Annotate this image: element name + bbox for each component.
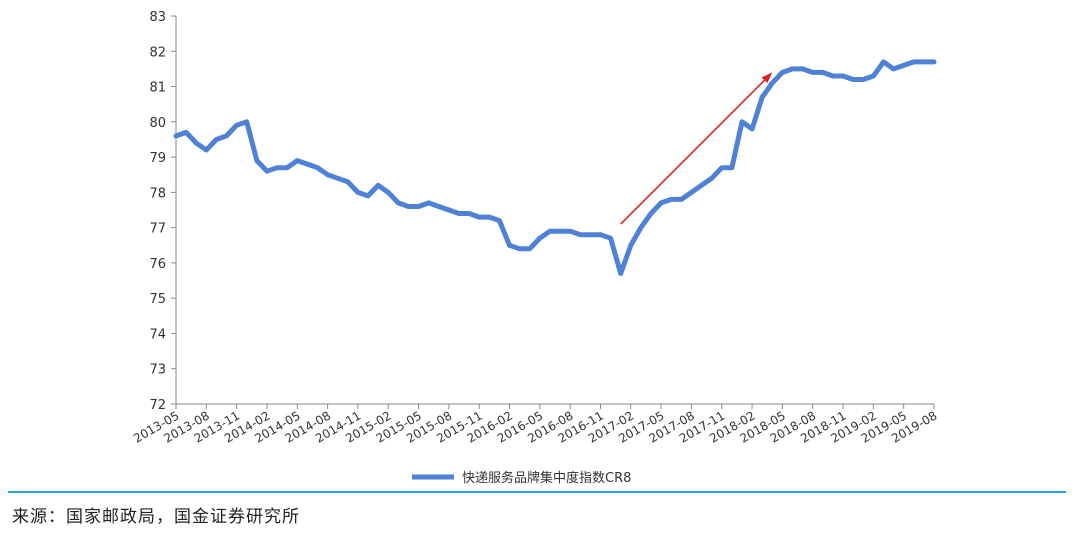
x-axis: 2013-052013-082013-112014-022014-052014-… [131, 403, 940, 446]
y-axis: 72 73 74 75 76 77 78 79 80 81 82 83 [149, 10, 177, 413]
y-tick-label: 77 [149, 222, 166, 237]
y-tick-label: 75 [149, 292, 166, 307]
y-tick-label: 81 [149, 81, 166, 96]
y-tick-label: 80 [149, 116, 166, 131]
series-line [173, 59, 937, 276]
y-tick-label: 82 [149, 45, 166, 60]
y-tick-label: 73 [149, 363, 166, 378]
source-note: 来源：国家邮政局，国金证券研究所 [12, 507, 300, 527]
legend-label: 快递服务品牌集中度指数CR8 [462, 470, 631, 486]
trend-arrow [620, 72, 773, 225]
trend-arrow-head [761, 72, 773, 84]
trend-arrow-shaft [620, 79, 766, 225]
line-chart: 72 73 74 75 76 77 78 79 80 81 82 83 2013-052013-082… [8, 10, 1066, 493]
legend: 快递服务品牌集中度指数CR8 [412, 470, 631, 486]
y-tick-label: 72 [149, 398, 166, 413]
y-tick-label: 83 [149, 10, 166, 25]
plot-area [173, 59, 937, 276]
y-tick-label: 78 [149, 186, 166, 201]
y-tick-label: 74 [149, 327, 166, 342]
y-tick-label: 76 [149, 257, 166, 272]
y-tick-label: 79 [149, 151, 166, 166]
